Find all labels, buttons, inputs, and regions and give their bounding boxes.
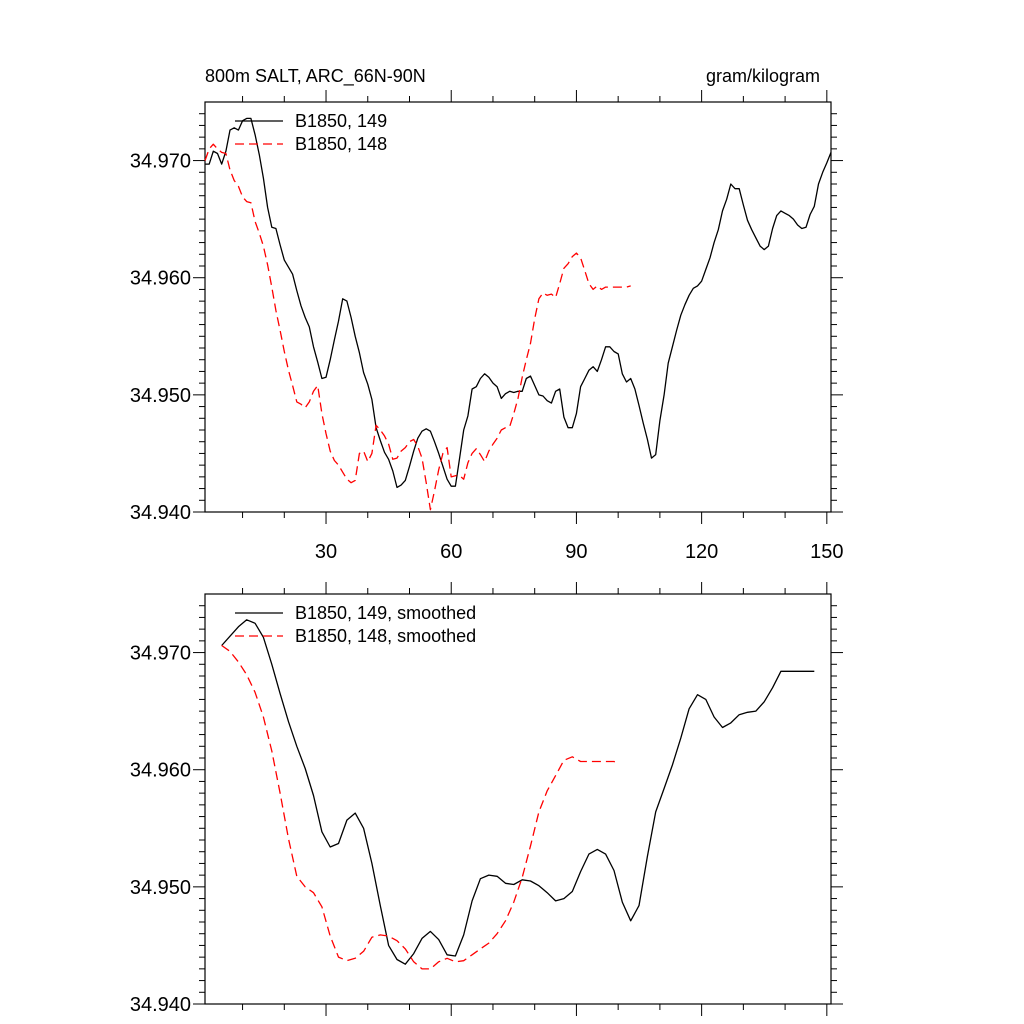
y-tick-label: 34.970 <box>130 151 191 173</box>
legend-label: B1850, 149 <box>295 111 387 131</box>
series-line-red <box>204 143 631 511</box>
y-tick-label: 34.970 <box>130 643 191 665</box>
plot-frame <box>204 593 832 1005</box>
y-tick-label: 34.940 <box>130 994 191 1016</box>
top-panel: 800m SALT, ARC_66N-90N gram/kilogram 30 6… <box>130 66 844 563</box>
series-line-red <box>221 644 619 970</box>
plot-frame <box>204 101 832 513</box>
legend-label: B1850, 148, smoothed <box>295 626 476 646</box>
y-tick-label: 34.940 <box>130 502 191 524</box>
x-tick-label: 150 <box>810 541 843 563</box>
y-tick-label: 34.960 <box>130 760 191 782</box>
series-line-black <box>221 619 815 965</box>
series-line-black <box>205 117 832 489</box>
y-tick-label: 34.950 <box>130 385 191 407</box>
legend-label: B1850, 148 <box>295 134 387 154</box>
chart-title: 800m SALT, ARC_66N-90N <box>205 66 426 87</box>
x-tick-label: 120 <box>685 541 718 563</box>
x-tick-label: 30 <box>315 541 337 563</box>
x-tick-label: 60 <box>440 541 462 563</box>
bottom-panel: 34.940 34.950 34.960 34.970 B1850, 149, smoo… <box>130 582 843 1016</box>
x-tick-label: 90 <box>565 541 587 563</box>
legend-label: B1850, 149, smoothed <box>295 603 476 623</box>
y-tick-label: 34.950 <box>130 877 191 899</box>
y-tick-label: 34.960 <box>130 268 191 290</box>
units-label: gram/kilogram <box>706 66 820 86</box>
